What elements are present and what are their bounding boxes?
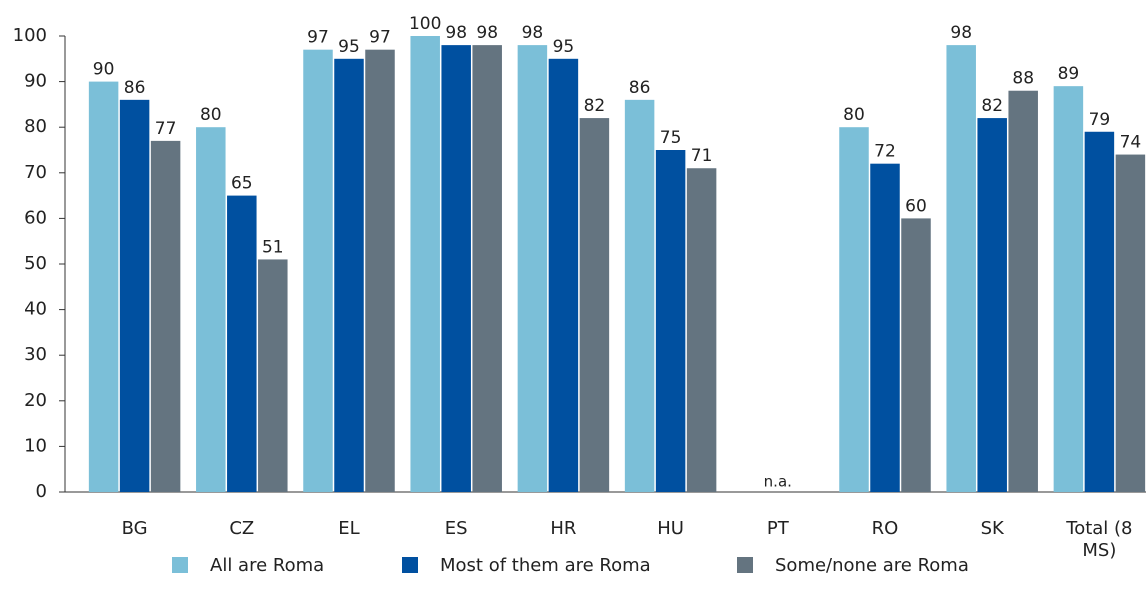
data-label: 89: [1058, 64, 1080, 84]
bar: [579, 118, 610, 492]
data-label: 72: [874, 142, 896, 162]
x-tick-label: HU: [657, 518, 684, 539]
bar: [946, 45, 976, 493]
x-tick-label: ES: [444, 518, 468, 539]
x-tick-label: BG: [121, 518, 148, 539]
y-tick-label: 30: [24, 344, 47, 365]
y-tick-label: 90: [24, 71, 47, 92]
data-label: 82: [981, 96, 1003, 116]
x-tick-label: Total (8 MS): [1066, 518, 1133, 561]
bar: [870, 163, 900, 492]
y-tick-label: 10: [24, 435, 47, 456]
y-tick-label: 60: [24, 207, 47, 228]
data-label: 97: [369, 28, 391, 48]
bar: [227, 195, 257, 492]
data-label: 82: [584, 96, 606, 116]
data-label: 90: [93, 60, 115, 80]
y-tick-label: 0: [36, 481, 47, 502]
data-label: 98: [445, 23, 467, 43]
data-label: 95: [553, 37, 575, 57]
y-tick-label: 70: [24, 162, 47, 183]
bar: [441, 45, 471, 493]
bar: [517, 45, 548, 493]
bar: [977, 118, 1007, 492]
data-label: 86: [629, 78, 651, 98]
bar: [150, 140, 181, 492]
bar: [88, 81, 119, 492]
bar: [119, 99, 150, 492]
data-label: 100: [409, 14, 441, 34]
bar: [258, 259, 288, 492]
data-label: 97: [307, 28, 329, 48]
data-label: 75: [660, 128, 682, 148]
legend-swatch: [172, 557, 188, 573]
bar: [1008, 90, 1038, 492]
bar: [624, 99, 655, 492]
data-label: 98: [522, 23, 544, 43]
y-tick-label: 100: [13, 25, 47, 46]
data-label: 71: [691, 146, 713, 166]
x-tick-label: RO: [871, 518, 899, 539]
data-label: 79: [1089, 110, 1111, 130]
data-label: 51: [262, 237, 284, 257]
x-tick-label: CZ: [229, 518, 255, 539]
bar: [1115, 154, 1146, 492]
bar: [548, 58, 579, 493]
data-label: 77: [155, 119, 177, 139]
bar: [839, 127, 869, 492]
y-tick-label: 40: [24, 299, 47, 320]
data-label: 60: [905, 196, 927, 216]
x-tick-label: PT: [766, 518, 789, 539]
annotation: n.a.: [764, 473, 792, 491]
data-label: 74: [1120, 133, 1142, 153]
y-tick-label: 50: [24, 253, 47, 274]
x-tick-label: SK: [980, 518, 1004, 539]
bar: [472, 45, 502, 493]
legend-swatch: [737, 557, 753, 573]
y-tick-label: 80: [24, 116, 47, 137]
legend-label: Most of them are Roma: [440, 555, 651, 576]
data-label: 98: [476, 23, 498, 43]
bar: [686, 168, 717, 493]
bar: [365, 49, 395, 493]
x-tick-label: EL: [338, 518, 360, 539]
bar: [410, 36, 440, 492]
data-label: 80: [200, 105, 222, 125]
bar: [196, 127, 226, 492]
data-label: 80: [843, 105, 865, 125]
legend-swatch: [402, 557, 418, 573]
bar: [1084, 131, 1115, 492]
data-label: 65: [231, 174, 253, 194]
data-label: 88: [1012, 69, 1034, 89]
data-label: 86: [124, 78, 146, 98]
legend-label: All are Roma: [210, 555, 324, 576]
bar: [334, 58, 364, 493]
x-tick-label: HR: [550, 518, 577, 539]
bar: [655, 150, 686, 492]
bar: [303, 49, 333, 493]
data-label: 98: [950, 23, 972, 43]
bar: [901, 218, 931, 492]
y-tick-label: 20: [24, 390, 47, 411]
legend-label: Some/none are Roma: [775, 555, 969, 576]
bar: [1053, 86, 1084, 492]
data-label: 95: [338, 37, 360, 57]
